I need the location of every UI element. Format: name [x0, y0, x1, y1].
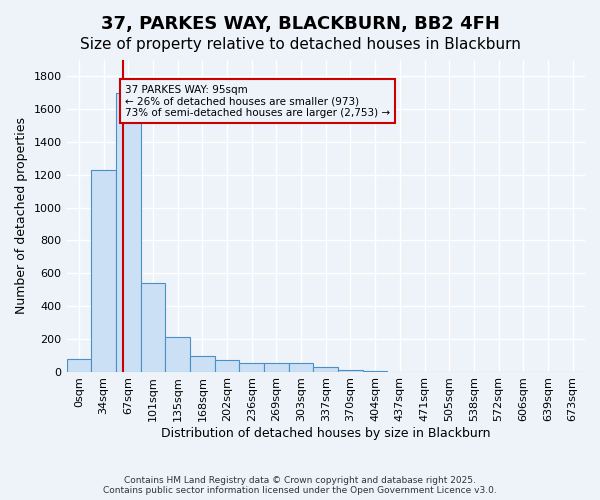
Bar [239, 362, 264, 372]
Bar [264, 364, 289, 372]
Bar [363, 371, 388, 372]
Bar [313, 366, 338, 372]
Bar [190, 356, 215, 372]
Text: Contains HM Land Registry data © Crown copyright and database right 2025.
Contai: Contains HM Land Registry data © Crown c… [103, 476, 497, 495]
Bar [165, 337, 190, 372]
Bar [116, 93, 140, 371]
Bar [338, 370, 363, 372]
Text: 37 PARKES WAY: 95sqm
← 26% of detached houses are smaller (973)
73% of semi-deta: 37 PARKES WAY: 95sqm ← 26% of detached h… [125, 84, 390, 118]
Bar [215, 360, 239, 372]
Bar [140, 283, 165, 372]
Text: Size of property relative to detached houses in Blackburn: Size of property relative to detached ho… [80, 38, 520, 52]
Y-axis label: Number of detached properties: Number of detached properties [15, 118, 28, 314]
Bar [67, 360, 91, 372]
Text: 37, PARKES WAY, BLACKBURN, BB2 4FH: 37, PARKES WAY, BLACKBURN, BB2 4FH [101, 15, 499, 33]
X-axis label: Distribution of detached houses by size in Blackburn: Distribution of detached houses by size … [161, 427, 491, 440]
Bar [289, 362, 313, 372]
Bar [91, 170, 116, 372]
